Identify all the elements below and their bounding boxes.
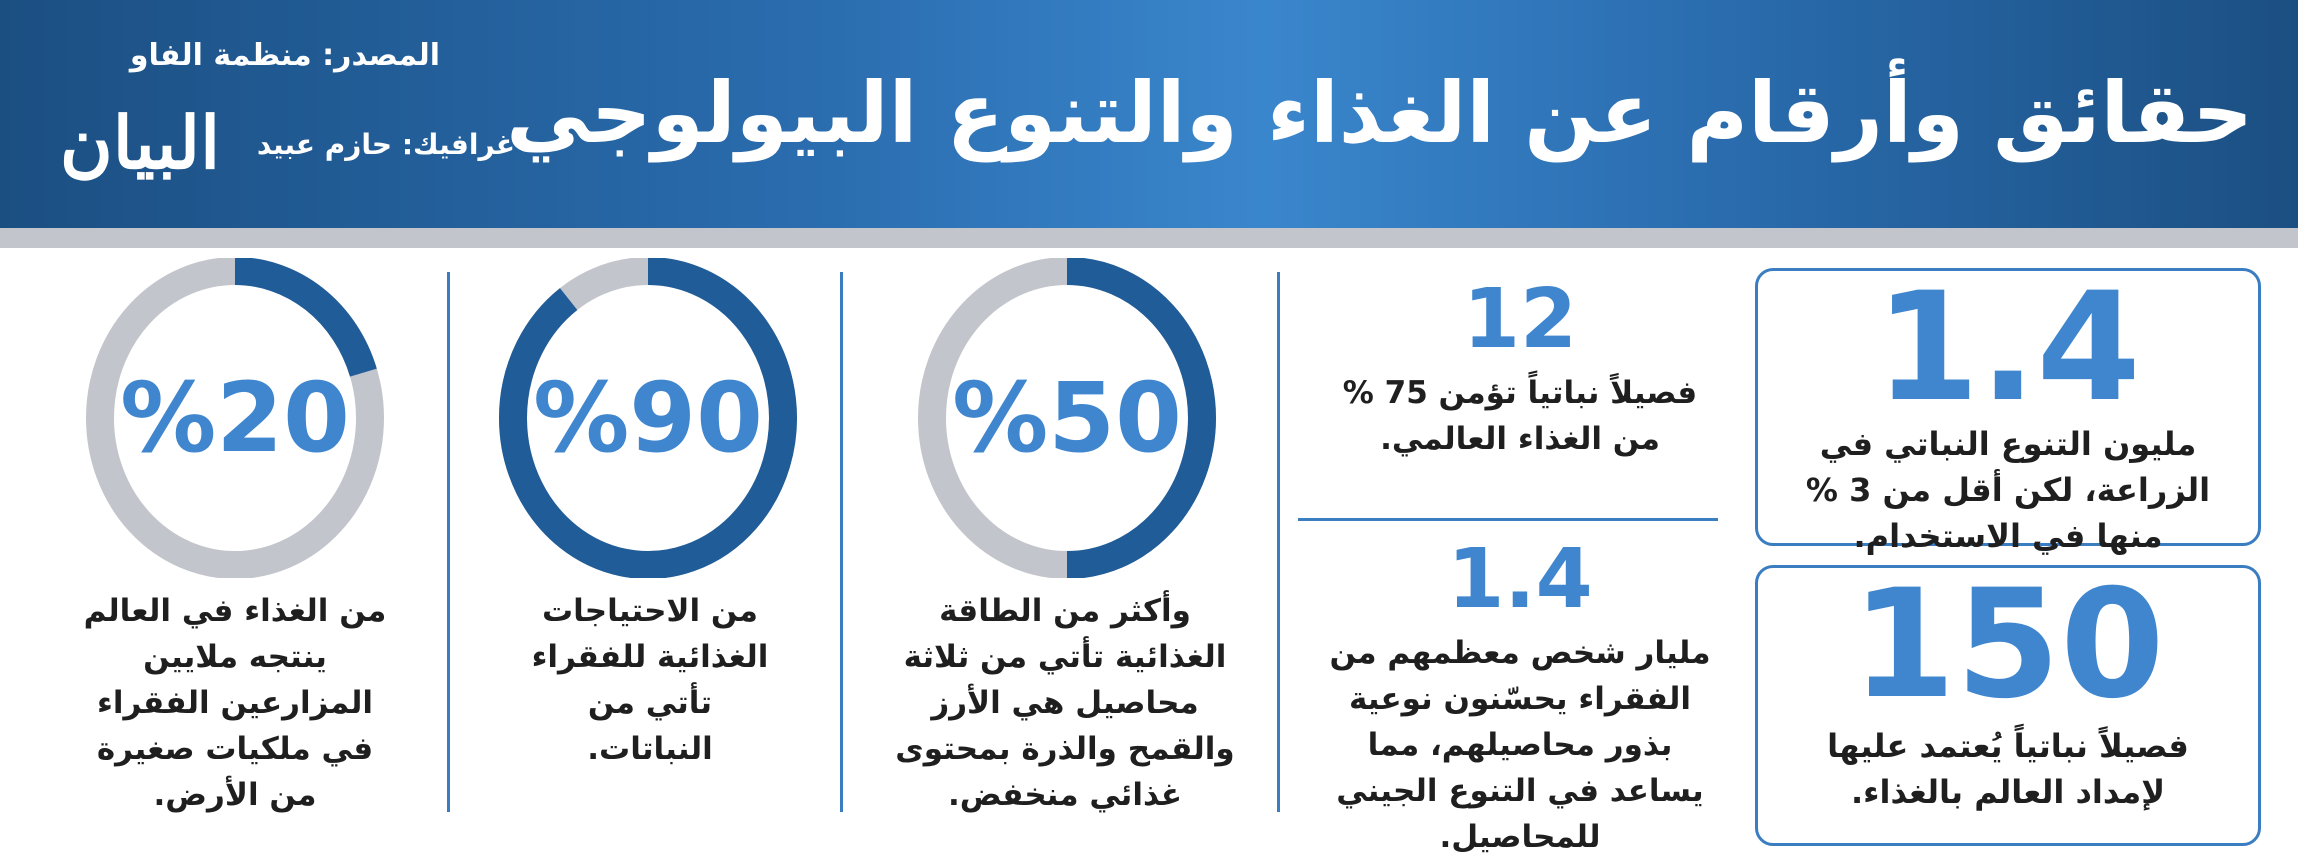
fact-box-2: 150 فصيلاً نباتياً يُعتمد عليها لإمداد ا…: [1755, 560, 2261, 846]
ring-3-text: من الغذاء في العالم ينتجه ملايين المزارع…: [83, 593, 387, 813]
graphic-credit: غرافيك: حازم عبيد: [256, 128, 515, 161]
ring-1-percent: %50: [952, 362, 1182, 474]
ring-chart-1-graphic: [918, 257, 1216, 579]
fact-box-2-text: فصيلاً نباتياً يُعتمد عليها لإمداد العال…: [1827, 727, 2189, 811]
fact-4-text: مليار شخص معظمهم من الفقراء يحسّنون نوعي…: [1329, 635, 1711, 855]
fact-3-number: 12: [1462, 272, 1578, 367]
header-divider: [0, 228, 2298, 248]
ring-1-text: وأكثر من الطاقة الغذائية تأتي من ثلاثة م…: [895, 593, 1235, 813]
ring-2-percent: %90: [533, 362, 763, 474]
ring-chart-1: %50: [917, 257, 1217, 579]
fact-box-1-number: 1.4: [1875, 261, 2141, 435]
header-banner: [0, 0, 2298, 228]
ring-2-progress: [499, 257, 797, 579]
column-separator-1: [1277, 272, 1280, 812]
column-separator-3: [447, 272, 450, 812]
ring-chart-3-graphic: [86, 257, 384, 579]
ring-chart-2-graphic: [499, 257, 797, 579]
source-label: المصدر: منظمة الفاو: [129, 38, 440, 73]
fact-3-text: فصيلاً نباتياً تؤمن 75 % من الغذاء العال…: [1342, 375, 1698, 457]
fact-box-2-number: 150: [1851, 558, 2165, 732]
ring-3-progress: [234, 257, 377, 377]
page-title: حقائق وأرقام عن الغذاء والتنوع البيولوجي: [506, 64, 2253, 162]
ring-2-text: من الاحتياجات الغذائية للفقراء تأتي من ا…: [531, 593, 769, 767]
column-separator-horizontal: [1298, 518, 1718, 521]
ring-3-percent: %20: [120, 362, 350, 474]
ring-1-progress: [1066, 257, 1216, 579]
fact-box-1-text: مليون التنوع النباتي في الزراعة، لكن أقل…: [1805, 425, 2211, 555]
fact-4-number: 1.4: [1447, 532, 1593, 627]
albayan-logo: البيان: [59, 100, 221, 185]
ring-chart-2: %90: [498, 257, 798, 579]
column-separator-2: [840, 272, 843, 812]
ring-chart-3: %20: [85, 257, 385, 579]
fact-box-1: 1.4 مليون التنوع النباتي في الزراعة، لكن…: [1755, 263, 2261, 555]
